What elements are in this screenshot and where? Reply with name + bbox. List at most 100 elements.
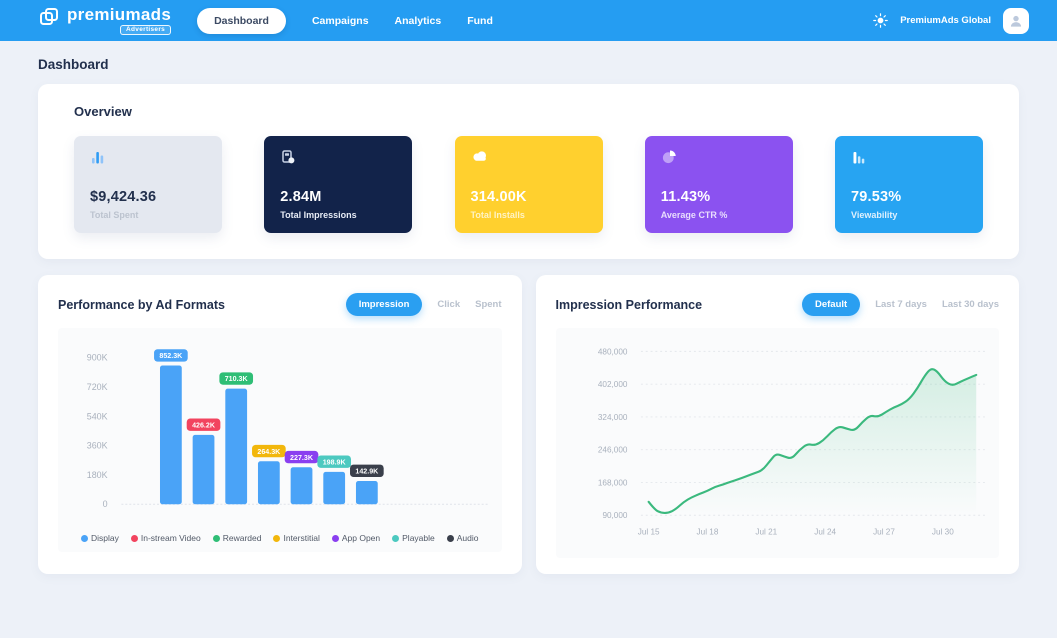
premiumads-logo-icon <box>38 6 60 33</box>
legend-item-app-open[interactable]: App Open <box>331 533 381 544</box>
toggle-last-7-days[interactable]: Last 7 days <box>875 299 927 310</box>
page-root: Dashboard Overview $9,424.36 Total Spent 2… <box>0 57 1057 574</box>
svg-text:710.3K: 710.3K <box>225 375 249 383</box>
topbar: premiumads Advertisers Dashboard Campaign… <box>0 0 1057 41</box>
svg-text:Jul 30: Jul 30 <box>931 527 953 536</box>
svg-text:142.9K: 142.9K <box>355 468 379 476</box>
stat-card-total-installs: 314.00K Total Installs <box>454 136 603 233</box>
legend-dot <box>130 534 138 542</box>
stat-card-total-impressions: 2.84M Total Impressions <box>264 136 413 233</box>
nav-item-dashboard[interactable]: Dashboard <box>197 7 286 34</box>
svg-text:Jul 15: Jul 15 <box>637 527 659 536</box>
legend-label: App Open <box>341 533 381 544</box>
svg-text:360K: 360K <box>87 441 108 451</box>
legend-item-playable[interactable]: Playable <box>392 533 435 543</box>
legend-item-rewarded[interactable]: Rewarded <box>212 533 262 544</box>
legend-label: In-stream Video <box>140 533 201 544</box>
nav-item-analytics[interactable]: Analytics <box>394 14 442 27</box>
legend-label: Playable <box>402 533 435 544</box>
svg-text:Jul 18: Jul 18 <box>696 527 718 536</box>
ad-formats-toggles: Impression Click Spent <box>345 293 502 316</box>
stat-value: 2.84M <box>280 189 322 205</box>
ad-formats-legend: Display In-stream Video Rewarded Interstiti… <box>62 526 498 548</box>
stat-value: 314.00K <box>470 189 527 205</box>
ad-formats-title: Performance by Ad Formats <box>58 297 225 312</box>
ad-formats-panel: Performance by Ad Formats Impression Clic… <box>38 275 522 574</box>
svg-text:90,000: 90,000 <box>602 511 627 520</box>
stat-label: Viewability <box>851 210 898 220</box>
ad-formats-surface: 900K 720K 540K 360K 180K 0 852.3K 426.2K 710.3K 2… <box>58 328 502 553</box>
legend-label: Rewarded <box>222 533 262 544</box>
ad-formats-chart: 900K 720K 540K 360K 180K 0 852.3K 426.2K 710.3K 2… <box>87 349 490 509</box>
overview-panel: Overview $9,424.36 Total Spent 2.84M Total … <box>38 84 1019 259</box>
svg-text:Jul 27: Jul 27 <box>873 527 895 536</box>
impression-chart: 480,000 402,000 324,000 246,000 168,000 90,00… <box>597 347 988 536</box>
stat-label: Total Installs <box>470 210 525 220</box>
impression-head: Impression Performance Default Last 7 day… <box>555 293 999 316</box>
premiumads-logo[interactable]: premiumads Advertisers <box>38 4 172 36</box>
svg-text:480,000: 480,000 <box>597 347 627 356</box>
toggle-impression[interactable]: Impression <box>345 293 423 316</box>
svg-text:402,000: 402,000 <box>597 380 627 389</box>
impression-surface: 480,000 402,000 324,000 246,000 168,000 90,00… <box>555 328 999 558</box>
charts-row: Performance by Ad Formats Impression Clic… <box>38 275 1019 574</box>
stat-card-total-spent: $9,424.36 Total Spent <box>74 136 222 233</box>
toggle-default[interactable]: Default <box>802 293 861 316</box>
legend-item-audio[interactable]: Audio <box>446 533 479 544</box>
nav-item-fund[interactable]: Fund <box>467 14 493 27</box>
legend-item-in-stream-video[interactable]: In-stream Video <box>130 533 201 544</box>
installs-cloud-icon <box>471 149 587 169</box>
toggle-last-30-days[interactable]: Last 30 days <box>941 299 999 310</box>
svg-text:Jul 21: Jul 21 <box>755 527 777 536</box>
logo-badge: Advertisers <box>120 24 172 36</box>
legend-label: Audio <box>456 533 479 544</box>
svg-text:0: 0 <box>103 499 108 509</box>
svg-text:168,000: 168,000 <box>597 478 627 487</box>
logo-text: premiumads <box>67 4 172 24</box>
impression-title: Impression Performance <box>555 297 703 312</box>
svg-text:900K: 900K <box>87 353 108 363</box>
impressions-icon <box>280 149 396 169</box>
impression-toggles: Default Last 7 days Last 30 days <box>802 293 999 316</box>
legend-item-display[interactable]: Display <box>81 533 119 543</box>
theme-sun-icon[interactable] <box>873 13 888 28</box>
legend-dot <box>81 534 88 542</box>
svg-text:540K: 540K <box>87 411 108 421</box>
nav-item-campaigns[interactable]: Campaigns <box>311 14 369 27</box>
legend-label: Display <box>91 533 119 544</box>
svg-text:264.3K: 264.3K <box>257 448 281 456</box>
toggle-spent[interactable]: Spent <box>475 299 502 310</box>
stat-cards-row: $9,424.36 Total Spent 2.84M Total Impressio… <box>74 136 983 233</box>
ad-formats-head: Performance by Ad Formats Impression Clic… <box>58 293 502 316</box>
avatar[interactable] <box>1003 7 1029 34</box>
main-nav: Dashboard Campaigns Analytics Fund <box>197 7 493 34</box>
person-icon <box>1010 15 1022 27</box>
svg-text:852.3K: 852.3K <box>159 352 183 360</box>
page-title: Dashboard <box>38 57 109 72</box>
svg-text:246,000: 246,000 <box>597 446 627 455</box>
overview-title: Overview <box>74 104 132 119</box>
stat-card-average-ctr-: 11.43% Average CTR % <box>644 136 793 233</box>
svg-text:720K: 720K <box>87 382 108 392</box>
viewability-bars-icon <box>851 149 967 169</box>
legend-item-interstitial[interactable]: Interstitial <box>273 533 320 544</box>
legend-dot <box>392 534 400 542</box>
svg-text:324,000: 324,000 <box>597 413 627 422</box>
legend-dot <box>446 534 454 542</box>
stat-label: Total Impressions <box>280 210 357 220</box>
stat-value: 79.53% <box>851 189 902 205</box>
stat-value: $9,424.36 <box>90 189 157 205</box>
legend-dot <box>273 534 281 542</box>
impression-panel: Impression Performance Default Last 7 day… <box>535 275 1019 574</box>
ctr-pie-icon <box>661 149 777 169</box>
stat-card-viewability: 79.53% Viewability <box>835 136 983 233</box>
svg-text:180K: 180K <box>87 470 108 480</box>
toggle-click[interactable]: Click <box>437 299 461 310</box>
spent-bars-icon <box>90 149 206 169</box>
account-name: PremiumAds Global <box>900 15 991 26</box>
topbar-right: PremiumAds Global <box>873 7 1029 34</box>
svg-text:227.3K: 227.3K <box>290 454 314 462</box>
legend-label: Interstitial <box>283 533 320 544</box>
svg-text:426.2K: 426.2K <box>192 421 216 429</box>
stat-label: Average CTR % <box>660 210 728 220</box>
